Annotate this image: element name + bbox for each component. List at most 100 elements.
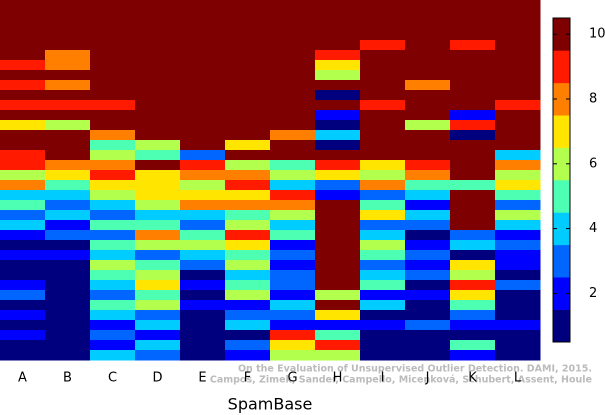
cell — [0, 340, 46, 351]
cell — [270, 130, 316, 141]
cell — [450, 340, 496, 351]
x-tick-label: J — [425, 371, 430, 386]
cell — [315, 160, 361, 171]
cell — [360, 90, 406, 101]
cell — [315, 100, 361, 111]
cell — [90, 120, 136, 131]
cell — [270, 10, 316, 21]
cell — [0, 140, 46, 151]
cell — [225, 40, 271, 51]
cell — [45, 40, 91, 51]
cell — [405, 10, 451, 21]
cell — [0, 0, 46, 11]
cell — [135, 270, 181, 281]
heatmap — [0, 0, 541, 361]
cell — [450, 290, 496, 301]
cell — [225, 150, 271, 161]
cell — [225, 280, 271, 291]
cell — [135, 310, 181, 321]
cell — [270, 120, 316, 131]
cell — [405, 90, 451, 101]
cell — [45, 140, 91, 151]
cell — [405, 70, 451, 81]
cell — [135, 80, 181, 91]
cell — [405, 120, 451, 131]
cell — [225, 320, 271, 331]
cell — [405, 320, 451, 331]
cell — [0, 190, 46, 201]
cell — [180, 190, 226, 201]
cell — [450, 250, 496, 261]
cell — [90, 140, 136, 151]
cell — [450, 80, 496, 91]
cell — [360, 240, 406, 251]
cell — [450, 280, 496, 291]
cell — [450, 40, 496, 51]
cell — [360, 250, 406, 261]
cell — [270, 260, 316, 271]
cell — [45, 180, 91, 191]
cell — [270, 60, 316, 71]
cell — [45, 330, 91, 341]
cell — [495, 340, 541, 351]
cell — [315, 0, 361, 11]
cell — [45, 170, 91, 181]
cell — [90, 210, 136, 221]
cell — [90, 170, 136, 181]
cell — [270, 190, 316, 201]
cell — [135, 180, 181, 191]
colorbar-bin — [553, 147, 570, 181]
cell — [450, 170, 496, 181]
cell — [360, 130, 406, 141]
cell — [135, 290, 181, 301]
cell — [0, 50, 46, 61]
cell — [450, 210, 496, 221]
cell — [360, 190, 406, 201]
cell — [225, 270, 271, 281]
cell — [360, 230, 406, 241]
cell — [495, 190, 541, 201]
cell — [450, 0, 496, 11]
cell — [180, 230, 226, 241]
cell — [360, 40, 406, 51]
cell — [450, 110, 496, 121]
cell — [450, 190, 496, 201]
cell — [45, 300, 91, 311]
cell — [135, 330, 181, 341]
cell — [270, 300, 316, 311]
cell — [270, 290, 316, 301]
cell — [495, 250, 541, 261]
cell — [90, 70, 136, 81]
cell — [450, 160, 496, 171]
cell — [360, 160, 406, 171]
x-tick-label: C — [108, 371, 117, 386]
cell — [450, 60, 496, 71]
cell — [135, 250, 181, 261]
colorbar-tick-label: 4 — [589, 221, 597, 236]
cell — [90, 320, 136, 331]
cell — [225, 90, 271, 101]
cell — [315, 320, 361, 331]
cell — [450, 50, 496, 61]
cell — [0, 310, 46, 321]
cell — [495, 0, 541, 11]
cell — [135, 170, 181, 181]
cell — [315, 140, 361, 151]
cell — [360, 350, 406, 361]
cell — [90, 80, 136, 91]
cell — [270, 350, 316, 361]
cell — [360, 170, 406, 181]
cell — [180, 220, 226, 231]
cell — [450, 20, 496, 31]
cell — [180, 350, 226, 361]
x-tick-label: I — [381, 371, 385, 386]
cell — [450, 140, 496, 151]
cell — [360, 330, 406, 341]
cell — [315, 240, 361, 251]
cell — [315, 180, 361, 191]
cell — [405, 220, 451, 231]
cell — [315, 50, 361, 61]
cell — [495, 210, 541, 221]
cell — [405, 260, 451, 271]
x-tick-label: E — [198, 371, 206, 386]
